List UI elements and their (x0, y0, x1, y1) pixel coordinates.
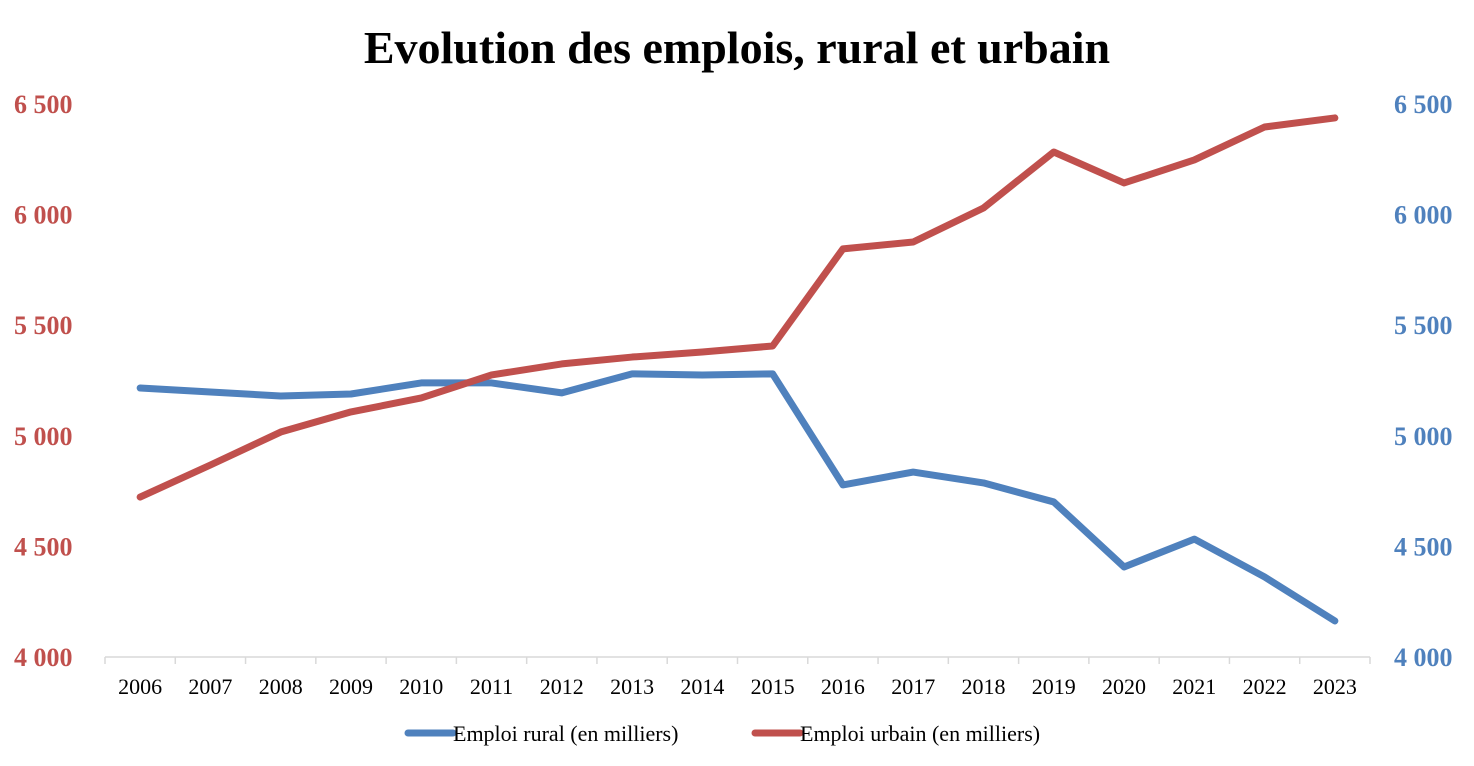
x-tick-label: 2015 (751, 674, 795, 699)
y-left-tick-label: 6 500 (14, 90, 73, 119)
y-right-tick-label: 6 500 (1394, 90, 1453, 119)
x-tick-label: 2010 (399, 674, 443, 699)
y-right-tick-label: 6 000 (1394, 201, 1453, 230)
y-right-tick-label: 4 000 (1394, 643, 1453, 672)
x-tick-label: 2012 (540, 674, 584, 699)
x-tick-label: 2022 (1243, 674, 1287, 699)
y-right-tick-label: 4 500 (1394, 532, 1453, 561)
x-tick-label: 2014 (680, 674, 724, 699)
x-tick-label: 2023 (1313, 674, 1357, 699)
x-tick-label: 2009 (329, 674, 373, 699)
y-left-tick-label: 4 000 (14, 643, 73, 672)
x-tick-label: 2016 (821, 674, 865, 699)
x-tick-label: 2006 (118, 674, 162, 699)
y-right-tick-label: 5 500 (1394, 311, 1453, 340)
chart-title: Evolution des emplois, rural et urbain (364, 22, 1110, 73)
y-right-tick-label: 5 000 (1394, 422, 1453, 451)
x-tick-label: 2018 (961, 674, 1005, 699)
x-tick-label: 2017 (891, 674, 935, 699)
series-line-urban (136, 114, 1339, 501)
x-tick-label: 2011 (470, 674, 513, 699)
y-left-tick-label: 6 000 (14, 201, 73, 230)
y-left-tick-label: 5 000 (14, 422, 73, 451)
y-left-tick-label: 4 500 (14, 532, 73, 561)
x-tick-label: 2007 (188, 674, 232, 699)
x-tick-label: 2019 (1032, 674, 1076, 699)
x-tick-label: 2008 (259, 674, 303, 699)
legend-label: Emploi rural (en milliers) (453, 721, 678, 746)
x-tick-label: 2013 (610, 674, 654, 699)
series-line-rural (136, 370, 1339, 625)
x-tick-label: 2021 (1172, 674, 1216, 699)
x-tick-label: 2020 (1102, 674, 1146, 699)
y-left-tick-label: 5 500 (14, 311, 73, 340)
legend-label: Emploi urbain (en milliers) (800, 721, 1040, 746)
